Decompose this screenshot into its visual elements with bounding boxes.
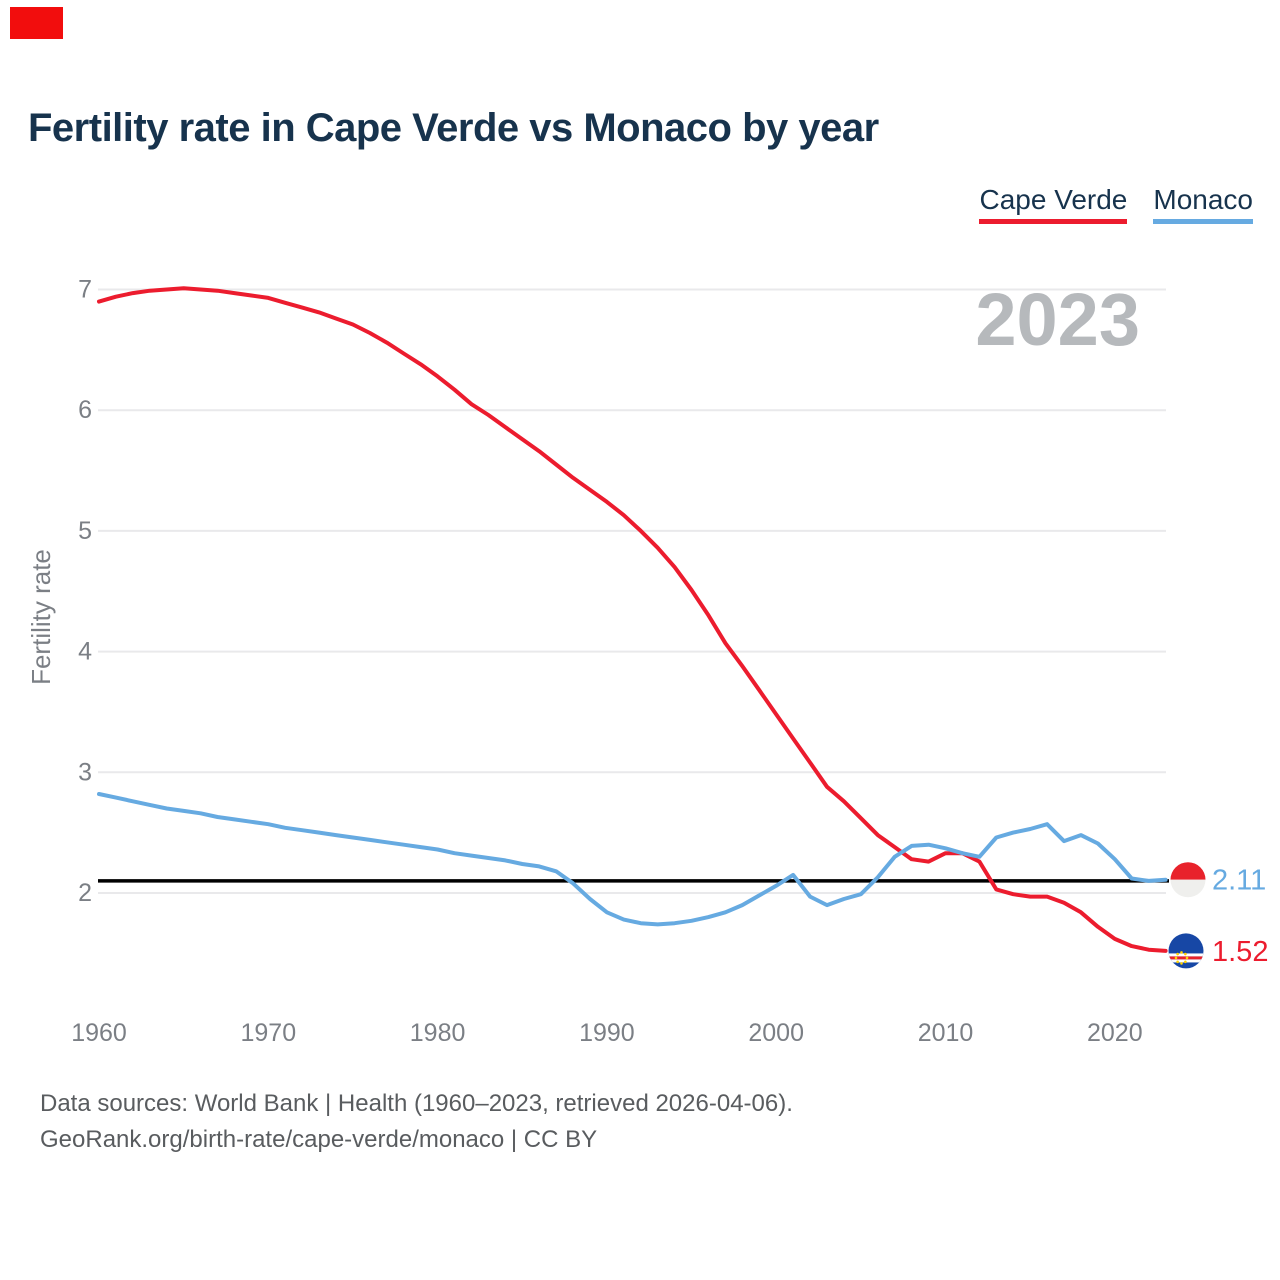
cape-verde-end-value: 1.52 (1212, 936, 1268, 968)
legend: Cape Verde Monaco (979, 184, 1253, 224)
gridlines (98, 288, 1166, 894)
chart-title: Fertility rate in Cape Verde vs Monaco b… (28, 106, 879, 150)
x-tick-label: 1980 (410, 1019, 466, 1047)
watermark-year: 2023 (975, 278, 1140, 361)
y-tick-label: 5 (78, 517, 92, 545)
y-axis-title: Fertility rate (26, 549, 56, 685)
x-tick-label: 1960 (71, 1019, 127, 1047)
data-sources-line: Data sources: World Bank | Health (1960–… (40, 1090, 793, 1117)
series-lines (97, 286, 1168, 953)
x-axis-labels: 1960 1970 1980 1990 2000 2010 2020 (71, 1019, 1142, 1047)
monaco-flag-icon (1170, 862, 1206, 898)
x-tick-label: 1990 (579, 1019, 635, 1047)
red-marker (10, 7, 63, 39)
y-tick-label: 2 (78, 879, 92, 907)
y-tick-label: 4 (78, 638, 92, 666)
y-tick-label: 6 (78, 396, 92, 424)
cape-verde-line (97, 286, 1168, 953)
y-tick-label: 3 (78, 758, 92, 786)
legend-item-cape-verde[interactable]: Cape Verde (979, 184, 1128, 224)
cape-verde-flag-icon (1168, 933, 1204, 969)
series-end-marks: 1.52 2.11 (1168, 862, 1268, 969)
x-tick-label: 2000 (748, 1019, 804, 1047)
monaco-end-value: 2.11 (1212, 865, 1266, 897)
x-tick-label: 2010 (918, 1019, 974, 1047)
attribution-line: GeoRank.org/birth-rate/cape-verde/monaco… (40, 1126, 598, 1153)
y-axis-labels: 2 3 4 5 6 7 (78, 276, 92, 908)
y-tick-label: 7 (78, 276, 92, 304)
monaco-line (97, 792, 1168, 927)
x-tick-label: 1970 (240, 1019, 296, 1047)
footer: Data sources: World Bank | Health (1960–… (40, 1086, 793, 1158)
legend-item-monaco[interactable]: Monaco (1153, 184, 1253, 224)
x-tick-label: 2020 (1087, 1019, 1143, 1047)
